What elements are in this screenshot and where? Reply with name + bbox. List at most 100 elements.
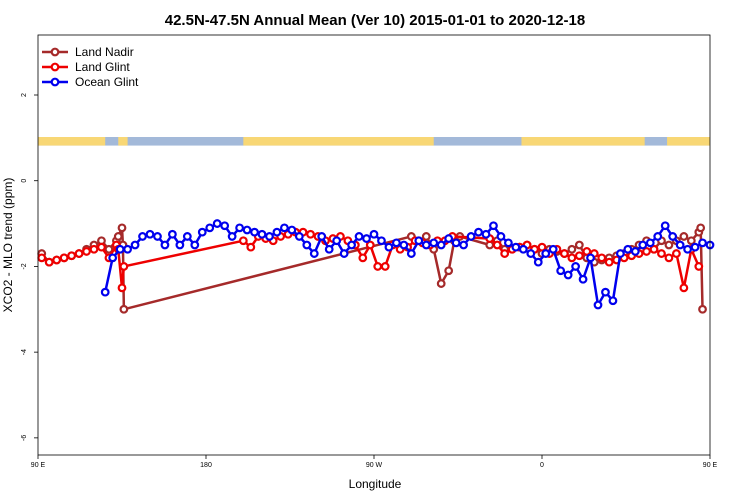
data-point	[302, 240, 312, 250]
data-point	[294, 232, 304, 241]
chart-title: 42.5N-47.5N Annual Mean (Ver 10) 2015-01…	[165, 12, 585, 29]
data-point	[563, 270, 573, 280]
data-point	[265, 232, 274, 241]
data-point	[100, 287, 110, 297]
data-point	[653, 232, 663, 241]
data-point	[548, 244, 558, 254]
data-point	[52, 255, 62, 265]
data-point	[197, 227, 207, 237]
legend-label: Ocean Glint	[75, 75, 139, 89]
data-point	[496, 232, 506, 241]
data-point	[642, 247, 651, 256]
data-point	[67, 251, 76, 261]
data-point	[347, 240, 357, 250]
data-point	[537, 242, 547, 252]
data-point	[690, 242, 700, 252]
data-point	[250, 227, 259, 237]
data-point	[358, 253, 368, 263]
data-point	[567, 253, 577, 263]
y-tick-label: -2	[21, 263, 28, 269]
data-point	[556, 266, 566, 276]
data-point	[466, 232, 476, 241]
series-ocean-glint	[100, 219, 715, 310]
x-axis-label: Longitude	[349, 477, 402, 491]
land-sea-band	[38, 137, 710, 146]
data-point	[597, 253, 607, 263]
land-segment	[118, 137, 128, 146]
data-point	[246, 242, 256, 252]
data-point	[421, 232, 431, 241]
data-point	[518, 244, 528, 254]
land-segment	[243, 137, 434, 146]
data-point	[500, 249, 510, 258]
series-layer	[37, 219, 715, 314]
data-point	[578, 274, 588, 284]
x-tick-label: 180	[200, 462, 212, 469]
data-point	[604, 257, 614, 267]
data-point	[679, 232, 689, 241]
data-point	[280, 223, 289, 233]
data-point	[362, 234, 371, 243]
data-point	[586, 253, 595, 263]
data-point	[369, 229, 379, 239]
data-point	[593, 300, 603, 310]
data-point	[44, 257, 54, 267]
data-point	[392, 238, 401, 248]
data-point	[541, 249, 551, 258]
data-point	[608, 296, 618, 306]
data-point	[638, 240, 648, 250]
data-point	[113, 232, 123, 241]
data-point	[190, 240, 200, 250]
x-tick-label: 90 E	[703, 462, 718, 469]
data-point	[694, 262, 704, 271]
data-point	[89, 244, 99, 254]
data-point	[175, 240, 185, 250]
data-point	[645, 238, 655, 248]
data-point	[354, 232, 364, 241]
data-point	[37, 253, 47, 263]
legend-item: Ocean Glint	[42, 75, 139, 89]
data-point	[679, 283, 689, 293]
data-point	[686, 236, 696, 246]
data-point	[459, 240, 469, 250]
legend-item: Land Nadir	[42, 45, 134, 59]
data-point	[444, 234, 454, 243]
y-tick-label: -4	[21, 349, 28, 355]
data-point	[567, 244, 577, 254]
data-point	[373, 262, 383, 271]
data-point	[429, 238, 439, 248]
data-point	[317, 232, 327, 241]
data-point	[104, 244, 114, 254]
data-point	[683, 244, 692, 254]
y-tick-label: 0	[21, 179, 28, 183]
data-point	[560, 249, 569, 258]
legend-item: Land Glint	[42, 60, 130, 74]
data-point	[130, 240, 140, 250]
data-point	[630, 247, 640, 256]
data-point	[616, 249, 625, 258]
data-point	[451, 238, 461, 248]
data-point	[377, 236, 386, 246]
data-point	[160, 240, 170, 250]
y-tick-label: -6	[21, 435, 28, 441]
data-point	[436, 240, 446, 250]
land-segment	[667, 137, 710, 146]
data-point	[664, 240, 674, 250]
legend-label: Land Nadir	[75, 45, 134, 59]
data-point	[115, 244, 125, 254]
data-point	[696, 223, 706, 233]
x-tick-label: 90 W	[366, 462, 383, 469]
data-point	[235, 223, 245, 233]
data-point	[167, 229, 177, 239]
data-point	[119, 304, 129, 314]
data-point	[526, 249, 536, 258]
data-point	[238, 236, 248, 246]
data-point	[489, 221, 498, 231]
y-axis-label: XCO2 - MLO trend (ppm)	[1, 178, 15, 313]
data-point	[504, 238, 513, 248]
data-point	[474, 227, 483, 237]
data-point	[481, 229, 491, 239]
data-point	[82, 247, 91, 256]
x-tick-label: 0	[540, 462, 544, 469]
